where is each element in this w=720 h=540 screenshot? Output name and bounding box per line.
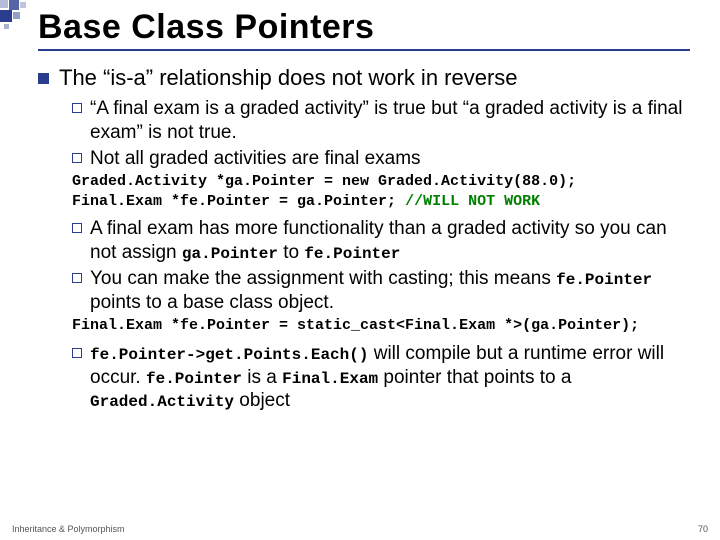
inline-code: ga.Pointer (182, 245, 278, 263)
square-bullet-icon (38, 73, 49, 84)
bullet-text: You can make the assignment with casting… (90, 267, 690, 315)
text-run: is a (242, 367, 282, 388)
hollow-square-bullet-icon (72, 103, 82, 113)
code-line: Final.Exam *fe.Pointer = static_cast<Fin… (72, 316, 690, 336)
text-run: points to a base class object. (90, 292, 334, 313)
corner-decoration (0, 0, 40, 30)
footer-left-text: Inheritance & Polymorphism (12, 524, 125, 534)
inline-code: Final.Exam (282, 370, 378, 388)
inline-code: fe.Pointer (304, 245, 400, 263)
bullet-text: fe.Pointer->get.Points.Each() will compi… (90, 342, 690, 413)
code-block: Final.Exam *fe.Pointer = static_cast<Fin… (72, 316, 690, 336)
code-comment: //WILL NOT WORK (405, 193, 540, 210)
text-run: to (278, 242, 304, 263)
bullet-level2: A final exam has more functionality than… (72, 217, 690, 265)
sub-bullet-group: fe.Pointer->get.Points.Each() will compi… (72, 342, 690, 413)
bullet-level2: You can make the assignment with casting… (72, 267, 690, 315)
bullet-text: A final exam has more functionality than… (90, 217, 690, 265)
sub-bullet-group: “A final exam is a graded activity” is t… (72, 97, 690, 170)
text-run: pointer that points to a (378, 367, 571, 388)
slide-title: Base Class Pointers (38, 8, 690, 51)
text-run: object (234, 390, 290, 411)
hollow-square-bullet-icon (72, 348, 82, 358)
code-block: Graded.Activity *ga.Pointer = new Graded… (72, 172, 690, 211)
bullet-level2: “A final exam is a graded activity” is t… (72, 97, 690, 145)
code-text: Final.Exam *fe.Pointer = ga.Pointer; (72, 193, 405, 210)
bullet-text: The “is-a” relationship does not work in… (59, 65, 518, 91)
code-line: Final.Exam *fe.Pointer = ga.Pointer; //W… (72, 192, 690, 212)
inline-code: fe.Pointer (146, 370, 242, 388)
page-number: 70 (698, 524, 708, 534)
sub-bullet-group: A final exam has more functionality than… (72, 217, 690, 314)
inline-code: Graded.Activity (90, 393, 234, 411)
bullet-level2: fe.Pointer->get.Points.Each() will compi… (72, 342, 690, 413)
bullet-level1: The “is-a” relationship does not work in… (38, 65, 690, 91)
bullet-level2: Not all graded activities are final exam… (72, 147, 690, 171)
inline-code: fe.Pointer (556, 271, 652, 289)
text-run: You can make the assignment with casting… (90, 268, 556, 289)
hollow-square-bullet-icon (72, 223, 82, 233)
hollow-square-bullet-icon (72, 153, 82, 163)
hollow-square-bullet-icon (72, 273, 82, 283)
slide-footer: Inheritance & Polymorphism 70 (12, 524, 708, 534)
slide-body: Base Class Pointers The “is-a” relations… (0, 0, 720, 413)
bullet-text: “A final exam is a graded activity” is t… (90, 97, 690, 145)
inline-code: fe.Pointer->get.Points.Each() (90, 346, 368, 364)
code-line: Graded.Activity *ga.Pointer = new Graded… (72, 172, 690, 192)
bullet-text: Not all graded activities are final exam… (90, 147, 421, 171)
